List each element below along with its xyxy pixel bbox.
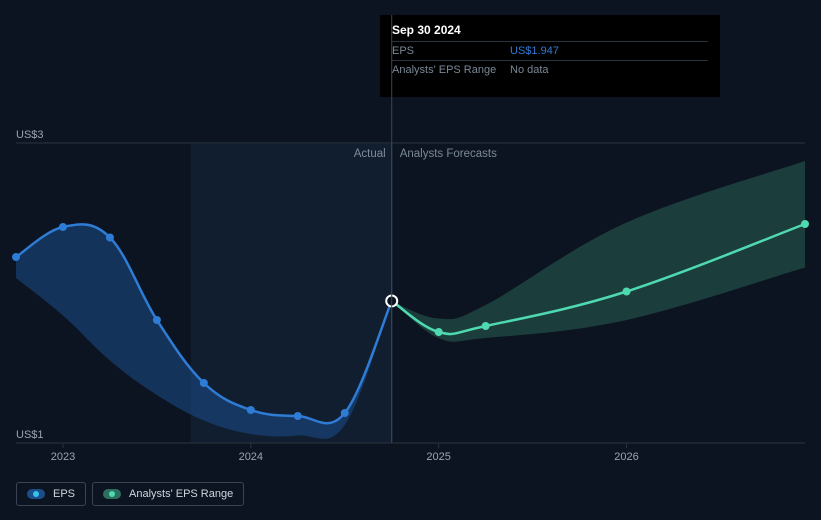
eps-chart[interactable]	[16, 125, 805, 445]
tooltip-date: Sep 30 2024	[392, 23, 708, 37]
x-tick-label: 2026	[614, 451, 638, 463]
x-tick-label: 2023	[51, 451, 75, 463]
legend-swatch	[103, 489, 121, 499]
chart-container: Sep 30 2024 EPSUS$1.947Analysts' EPS Ran…	[0, 0, 821, 520]
tooltip-row-label: EPS	[392, 45, 510, 57]
tooltip-row-value: No data	[510, 64, 549, 76]
legend-label: Analysts' EPS Range	[129, 488, 233, 500]
legend-item[interactable]: EPS	[16, 482, 86, 506]
x-tick-label: 2024	[239, 451, 263, 463]
tooltip-row-label: Analysts' EPS Range	[392, 64, 510, 76]
legend-label: EPS	[53, 488, 75, 500]
tooltip-row-value: US$1.947	[510, 45, 559, 57]
legend-swatch	[27, 489, 45, 499]
x-tick-label: 2025	[426, 451, 450, 463]
tooltip-row: EPSUS$1.947	[392, 41, 708, 60]
legend: EPS Analysts' EPS Range	[16, 482, 244, 506]
chart-tooltip: Sep 30 2024 EPSUS$1.947Analysts' EPS Ran…	[380, 15, 720, 97]
tooltip-row: Analysts' EPS RangeNo data	[392, 60, 708, 79]
x-axis: 2023 2024 2025 2026	[16, 449, 805, 469]
legend-item[interactable]: Analysts' EPS Range	[92, 482, 244, 506]
